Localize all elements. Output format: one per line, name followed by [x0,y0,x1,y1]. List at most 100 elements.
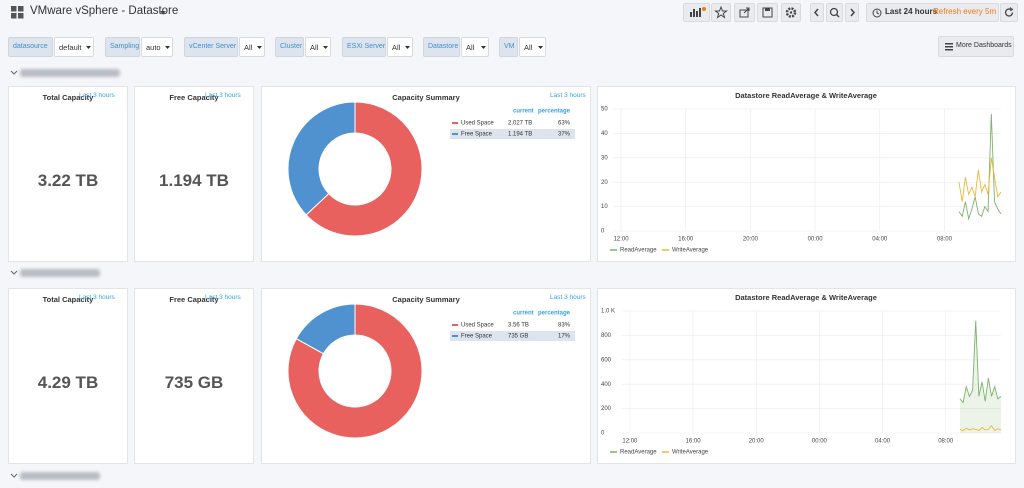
legend-name: Used Space [461,121,494,127]
icon [690,7,706,17]
y-tick-label: 50 [601,107,608,113]
row-title-blurred [20,69,120,77]
legend-label: WriteAverage [672,248,709,254]
x-tick-label: 16:00 [686,439,702,445]
variable-value[interactable]: default [54,37,94,57]
y-tick-label: 800 [601,333,612,339]
row-caret[interactable] [10,270,18,276]
caret [86,46,91,49]
timeseries-panel: Datastore ReadAverage & WriteAverage 0 200… [597,288,1016,464]
x-tick-label: 12:00 [614,237,630,243]
dashboard-title[interactable]: VMware vSphere - Datastore [30,5,179,17]
legend-swatch [452,122,458,124]
time-range: Last 24 hours [885,7,938,16]
add-panel-button[interactable] [683,3,710,22]
stat-panel: Total Capacity Last 3 hours 3.22 TB [8,86,128,262]
donut-segment [287,101,356,216]
icon [829,7,840,18]
save-button[interactable] [757,3,778,22]
variable-label-text: Datastore [428,43,459,50]
variable-label-text: Cluster [280,43,303,50]
variable-label: Datastore [423,37,460,57]
icon [762,7,773,18]
variable-label-text: vCenter Server [189,43,237,50]
variable-value[interactable]: All [519,37,546,57]
share-button[interactable] [734,3,755,22]
row-caret[interactable] [10,473,18,479]
series-line [958,157,1002,202]
icon [739,7,750,18]
refresh-button[interactable] [1000,3,1018,22]
y-tick-label: 40 [601,131,608,137]
donut-chart: current percentage Used Space 2.027 TB 63% Fr… [287,101,575,237]
legend-label: ReadAverage [620,248,657,254]
caret [323,46,328,49]
variable-value-text: All [466,43,475,52]
variable-value-text: All [310,43,319,52]
caret-shape [86,46,91,49]
row-caret[interactable] [10,70,18,76]
variable-value[interactable]: All [387,37,413,57]
series-line [959,424,1002,432]
variable-value-text: All [244,43,253,52]
legend-name: Used Space [461,323,494,329]
panel-time: Last 3 hours [205,294,241,301]
x-tick-label: 12:00 [622,439,638,445]
x-tick-label: 00:00 [812,439,828,445]
caret [538,46,543,49]
more-dashboards-button[interactable]: More Dashboards [938,36,1014,57]
star-button[interactable] [711,3,731,22]
title-caret[interactable] [160,11,167,16]
apps-icon[interactable] [11,6,24,19]
capacity-summary-panel: Capacity Summary Last 3 hours current perce… [261,288,591,464]
panel-time: Last 3 hours [79,92,115,99]
series-line [959,320,1002,404]
variable-label: vCenter Server [184,37,238,57]
variable-value[interactable]: All [461,37,489,57]
donut-segment [305,101,423,237]
x-tick-label: 08:00 [938,439,954,445]
variable-label-text: datasource [13,43,48,50]
series-area [959,320,1001,433]
donut-segment [287,303,423,439]
legend-current: 735 GB [508,334,528,340]
y-tick-label: 30 [601,155,608,161]
variable-label-text: Sampling [110,43,140,50]
variable-value[interactable]: All [239,37,265,57]
settings-button[interactable] [781,3,801,22]
caret-shape [481,46,486,49]
caret-shape [538,46,543,49]
x-tick-label: 00:00 [808,237,824,243]
legend-percentage: 63% [558,121,571,127]
panel-title: Capacity Summary [392,93,460,102]
x-tick-label: 20:00 [743,237,759,243]
time-picker[interactable]: Last 24 hours Refresh every 5m [866,3,999,22]
legend-current: 1.194 TB [508,132,532,138]
more-dashboards-label: More Dashboards [956,42,1012,49]
variable-label: ESXi Server [342,37,386,57]
y-tick-label: 0 [601,229,605,235]
stat-panel: Total Capacity Last 3 hours 4.29 TB [8,288,128,464]
y-tick-label: 20 [601,180,608,186]
clock-icon [872,8,882,18]
legend-percentage: 17% [558,334,571,340]
shift-forward-button[interactable] [845,3,859,22]
zoom-out-button[interactable] [826,3,843,22]
variable-value[interactable]: auto [141,37,173,57]
variable-value[interactable]: All [305,37,331,57]
legend-row-highlight [450,129,575,139]
panel-title: Total Capacity [42,295,94,304]
variable-value-text: auto [146,43,161,52]
panel-title: Datastore ReadAverage & WriteAverage [735,91,877,100]
panel-time: Last 3 hours [550,92,586,99]
stat-value: 3.22 TB [37,171,99,190]
caret-shape [165,46,170,49]
stat-panel: Free Capacity Last 3 hours 1.194 TB [134,86,254,262]
caret [405,46,410,49]
shift-back-button[interactable] [810,3,824,22]
legend-percentage: 37% [558,132,571,138]
row-title-blurred [20,269,100,277]
panel-time: Last 3 hours [550,294,586,301]
legend-swatch [452,133,458,135]
y-tick-label: 0 [601,431,605,437]
